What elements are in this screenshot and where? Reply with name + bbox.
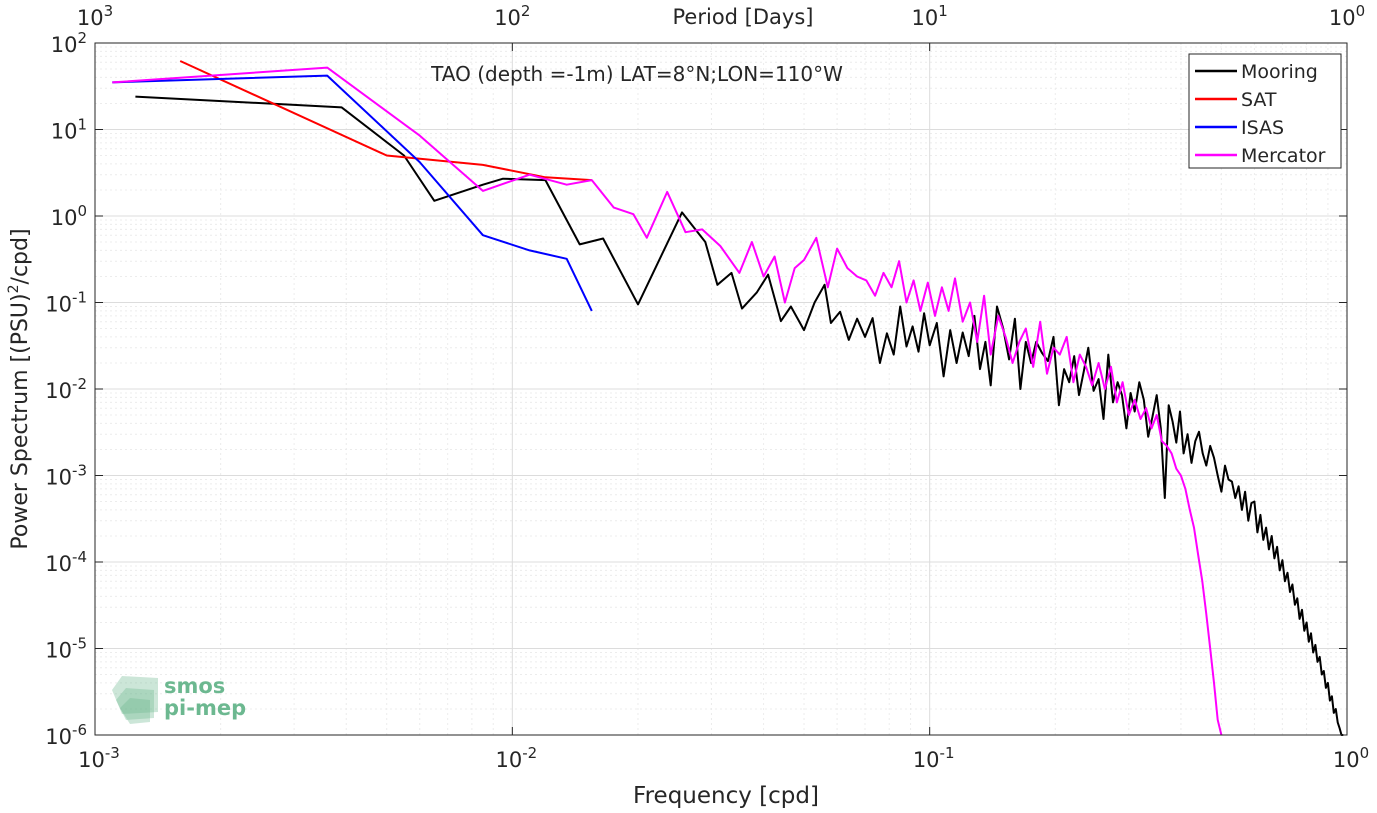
- top-tick-label-exponent: 0: [1356, 2, 1366, 20]
- top-tick-label: 100: [1329, 2, 1365, 30]
- y-tick-label: 10-1: [45, 289, 87, 317]
- y-tick-label-base: 10: [45, 466, 72, 490]
- y-axis-label: Power Spectrum [(PSU)2/cpd]: [6, 228, 33, 549]
- top-tick-label: 103: [77, 2, 113, 30]
- smos-logo-icon: [112, 676, 158, 724]
- legend-box: [1188, 53, 1342, 169]
- y-tick-label-exponent: -4: [72, 548, 87, 566]
- major-grid: [94, 42, 1348, 736]
- x-tick-label-exponent: 0: [1360, 744, 1370, 762]
- y-tick-label-base: 10: [51, 206, 78, 230]
- top-tick-label-exponent: 2: [521, 2, 531, 20]
- watermark-line1: smos: [164, 674, 225, 698]
- y-tick-label: 10-2: [45, 375, 87, 403]
- x-tick-label-exponent: -3: [105, 744, 120, 762]
- series-line-isas: [112, 74, 593, 312]
- y-axis-label-sup: 2: [6, 284, 22, 293]
- y-tick-label-exponent: 0: [77, 202, 87, 220]
- top-tick-label-base: 10: [77, 6, 104, 30]
- y-tick-label-exponent: 1: [77, 116, 87, 134]
- legend-label-mooring: Mooring: [1241, 61, 1318, 83]
- top-tick-label-base: 10: [494, 6, 521, 30]
- series-layer: [112, 60, 1344, 736]
- x-tick-label-base: 10: [1333, 748, 1360, 772]
- top-tick-label-base: 10: [912, 6, 939, 30]
- legend-label-isas: ISAS: [1241, 117, 1284, 139]
- x-tick-label: 100: [1333, 744, 1369, 772]
- y-tick-label-exponent: -2: [72, 375, 87, 393]
- smos-pi-mep-watermark: smos pi-mep: [112, 674, 246, 724]
- y-tick-label-base: 10: [51, 120, 78, 144]
- top-tick-label-base: 10: [1329, 6, 1356, 30]
- y-tick-label: 102: [51, 29, 87, 57]
- legend-label-mercator: Mercator: [1241, 145, 1326, 167]
- x-tick-label-exponent: -1: [940, 744, 955, 762]
- legend-label-sat: SAT: [1241, 89, 1277, 111]
- top-axis-label: Period [Days]: [673, 5, 814, 29]
- watermark-line2: pi-mep: [164, 696, 246, 720]
- x-tick-label: 10-3: [78, 744, 120, 772]
- y-tick-label: 10-3: [45, 462, 87, 490]
- y-tick-label: 10-6: [45, 721, 87, 749]
- top-tick-label-exponent: 1: [938, 2, 948, 20]
- x-tick-label-exponent: -2: [522, 744, 537, 762]
- x-tick-label-base: 10: [913, 748, 940, 772]
- top-tick-label: 101: [912, 2, 948, 30]
- y-tick-label-exponent: -1: [72, 289, 87, 307]
- series-line-sat: [179, 60, 592, 182]
- y-axis-label-main: Power Spectrum [(PSU): [8, 293, 33, 549]
- series-line-mercator: [112, 66, 1223, 736]
- y-tick-label: 100: [51, 202, 87, 230]
- x-tick-label-base: 10: [78, 748, 105, 772]
- y-tick-label-base: 10: [45, 552, 72, 576]
- legend: Mooring SAT ISAS Mercator: [1188, 53, 1342, 169]
- y-tick-label-base: 10: [45, 639, 72, 663]
- y-tick-label: 10-5: [45, 635, 87, 663]
- top-tick-label-exponent: 3: [104, 2, 114, 20]
- y-tick-label-exponent: 2: [77, 29, 87, 47]
- x-tick-label: 10-2: [495, 744, 537, 772]
- x-tick-label-base: 10: [495, 748, 522, 772]
- y-tick-label-exponent: -5: [72, 635, 87, 653]
- chart-title: TAO (depth =-1m) LAT=8°N;LON=110°W: [430, 62, 843, 86]
- y-tick-label-exponent: -6: [72, 721, 87, 739]
- x-axis-label: Frequency [cpd]: [633, 783, 819, 809]
- x-axis-ticks: 10-3 10-2 10-1 100: [78, 727, 1369, 772]
- x-tick-label: 10-1: [913, 744, 955, 772]
- y-tick-label-base: 10: [45, 725, 72, 749]
- y-tick-label-base: 10: [45, 379, 72, 403]
- y-axis-label-tail: /cpd]: [8, 228, 33, 284]
- top-tick-label: 102: [494, 2, 530, 30]
- y-tick-label-exponent: -3: [72, 462, 87, 480]
- y-tick-label: 101: [51, 116, 87, 144]
- top-axis-ticks: 103 102 101 100: [77, 2, 1365, 51]
- y-tick-label: 10-4: [45, 548, 87, 576]
- y-tick-label-base: 10: [45, 293, 72, 317]
- series-line-mooring: [135, 95, 1344, 736]
- y-tick-label-base: 10: [51, 33, 78, 57]
